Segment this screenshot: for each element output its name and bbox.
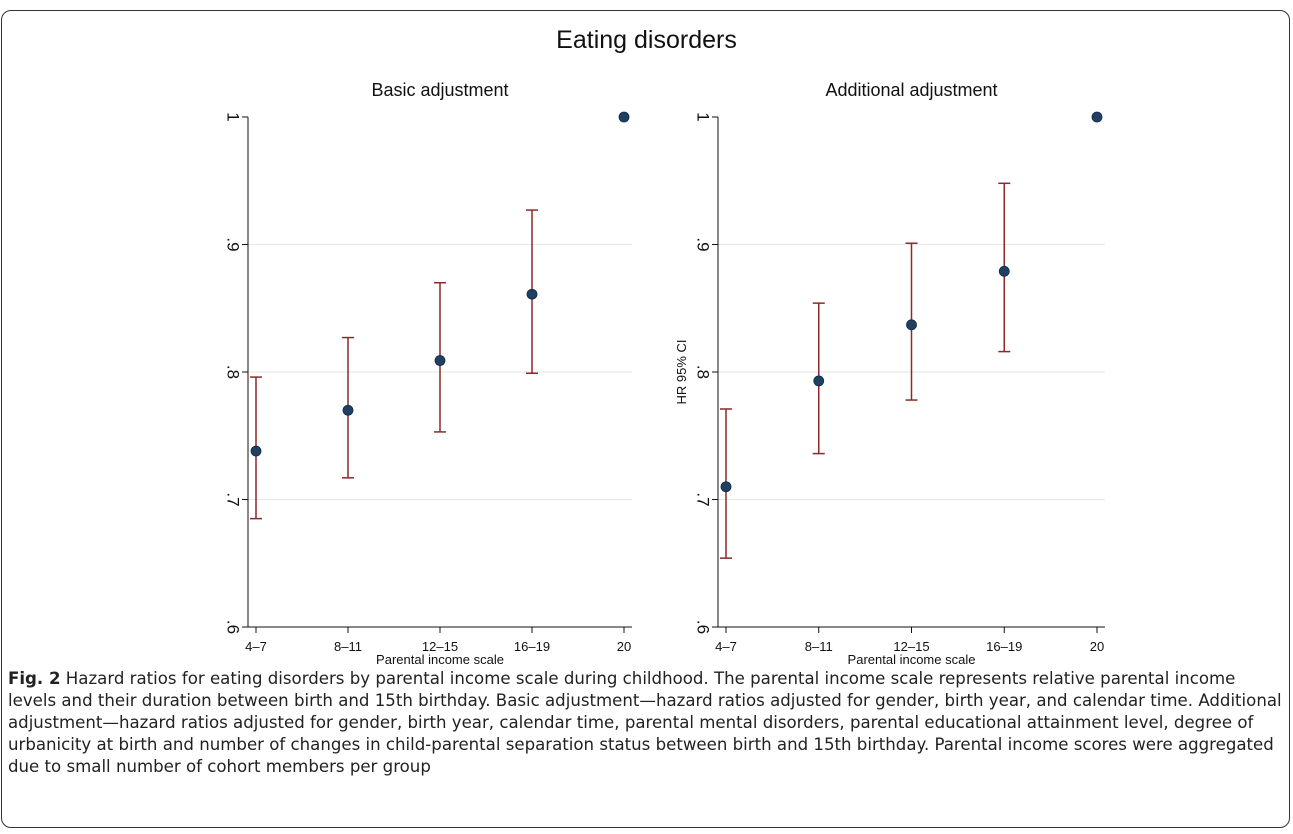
panel-title: Additional adjustment: [825, 80, 997, 100]
y-tick-label: 1: [694, 112, 713, 121]
x-tick-label: 16–19: [514, 639, 550, 654]
x-tick-label: 8–11: [805, 639, 833, 654]
data-point: [618, 111, 630, 123]
caption-label: Fig. 2: [8, 669, 61, 688]
y-tick-label: 1: [224, 112, 243, 121]
y-tick-label: .7: [224, 492, 243, 506]
data-point: [906, 319, 917, 331]
data-point: [1091, 111, 1103, 123]
panel-title: Basic adjustment: [371, 80, 508, 100]
data-point: [720, 481, 732, 493]
figure-title: Eating disorders: [556, 26, 737, 54]
y-tick-label: .7: [694, 492, 713, 506]
x-axis-label: Parental income scale: [848, 652, 976, 667]
x-tick-label: 8–11: [334, 639, 362, 654]
y-tick-label: .8: [224, 365, 243, 379]
y-tick-label: .8: [694, 365, 713, 379]
data-point: [526, 288, 538, 300]
y-tick-label: .6: [224, 620, 243, 634]
x-tick-label: 4–7: [245, 639, 267, 654]
data-point: [998, 265, 1010, 277]
y-tick-label: .6: [694, 620, 713, 634]
x-tick-label: 4–7: [715, 639, 737, 654]
data-point: [434, 355, 446, 366]
data-point: [342, 404, 354, 416]
figure-caption: Fig. 2 Hazard ratios for eating disorder…: [8, 668, 1284, 778]
x-tick-label: 12–15: [422, 639, 458, 654]
figure-frame: [1, 10, 1290, 828]
x-tick-label: 20: [1090, 639, 1104, 654]
y-tick-label: .9: [224, 237, 243, 251]
y-axis-label: HR 95% CI: [674, 339, 689, 404]
data-point: [813, 375, 825, 387]
x-tick-label: 20: [617, 639, 631, 654]
data-point: [250, 445, 262, 457]
y-tick-label: .9: [694, 237, 713, 251]
x-tick-label: 12–15: [893, 639, 929, 654]
x-tick-label: 16–19: [986, 639, 1022, 654]
x-axis-label: Parental income scale: [376, 652, 504, 667]
caption-text: Hazard ratios for eating disorders by pa…: [8, 669, 1282, 776]
